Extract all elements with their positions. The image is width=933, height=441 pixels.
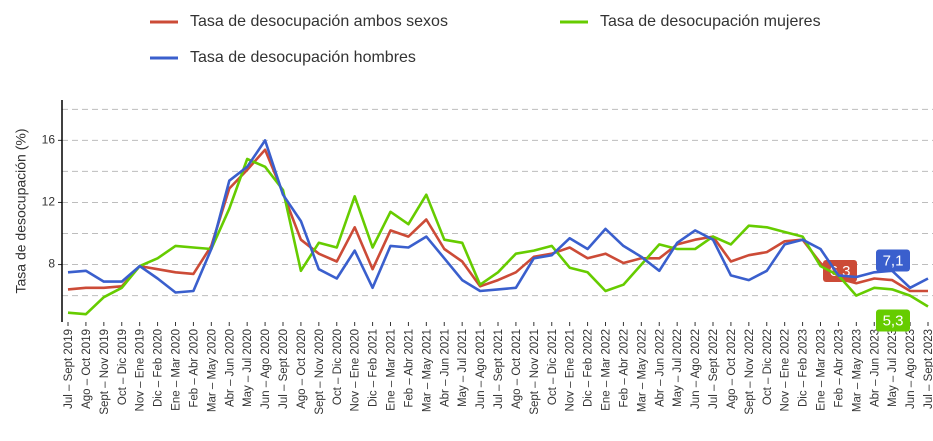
x-tick-label: Mar – May 2023 [851, 329, 863, 412]
x-tick-label: Ago – Oct 2022 [726, 329, 738, 409]
x-tick-label: Abr – Jun 2023 [869, 329, 881, 407]
line-series [67, 157, 929, 316]
x-tick-label: Mar – May 2022 [636, 329, 648, 412]
value-label: 5,3 [883, 312, 904, 329]
x-tick-label: Feb – Abr 2022 [618, 329, 630, 408]
value-label-box [876, 249, 910, 272]
x-tick-label: May – Jul 2021 [457, 329, 469, 407]
x-tick-label: Feb – Abr 2021 [403, 329, 415, 408]
x-tick-label: Ene – Mar 2020 [171, 329, 183, 411]
x-tick-label: Nov – Ene 2020 [350, 329, 362, 411]
x-tick-label: Sept – Nov 2019 [99, 329, 111, 415]
x-tick-label: May – Jul 2023 [887, 329, 899, 407]
x-tick-label: May – Jul 2020 [242, 329, 254, 407]
value-label-box [876, 309, 910, 332]
x-tick-label: Sept – Nov 2021 [529, 329, 541, 415]
y-tick-label: 8 [48, 257, 55, 271]
value-label: 7,1 [883, 253, 904, 270]
x-tick-label: Jun – Ago 2022 [690, 329, 702, 409]
x-tick-label: Ene – Mar 2021 [386, 329, 398, 411]
x-tick-label: Jul – Sept 2020 [278, 329, 290, 409]
x-tick-label: Nov – Ene 2019 [135, 329, 147, 411]
x-tick-label: Ago – Oct 2021 [511, 329, 523, 409]
x-tick-label: Jun – Ago 2020 [260, 329, 272, 409]
x-tick-label: Mar – May 2021 [421, 329, 433, 412]
x-tick-label: Dic – Feb 2021 [368, 329, 380, 407]
x-tick-label: Dic – Feb 2023 [798, 329, 810, 407]
x-tick-label: Jul – Sept 2019 [63, 329, 75, 409]
x-tick-label: Ene – Mar 2022 [601, 329, 613, 411]
x-tick-label: Jul – Sept 2023 [923, 329, 933, 409]
y-tick-label: 12 [42, 195, 56, 209]
y-axis-title: Tasa de desocupación (%) [13, 129, 29, 294]
x-tick-label: Sept – Nov 2020 [314, 329, 326, 415]
x-tick-label: May – Jul 2022 [672, 329, 684, 407]
line-series [67, 148, 928, 293]
x-tick-label: Abr – Jun 2022 [654, 329, 666, 407]
x-tick-label: Dic – Feb 2022 [583, 329, 595, 407]
x-tick-label: Ago – Oct 2020 [296, 329, 308, 409]
x-tick-label: Feb – Abr 2020 [188, 329, 200, 408]
x-tick-label: Dic – Feb 2020 [153, 329, 165, 407]
x-tick-label: Abr – Jun 2021 [439, 329, 451, 407]
x-tick-label: Jul – Sept 2021 [493, 329, 505, 409]
x-tick-label: Oct – Dic 2021 [547, 329, 559, 405]
x-tick-label: Oct – Dic 2020 [332, 329, 344, 405]
x-tick-label: Jul – Sept 2022 [708, 329, 720, 409]
legend-label: Tasa de desocupación mujeres [600, 13, 821, 30]
x-tick-label: Ago – Oct 2019 [81, 329, 93, 409]
y-tick-label: 16 [42, 133, 56, 147]
x-tick-label: Oct – Dic 2022 [762, 329, 774, 405]
x-tick-label: Oct – Dic 2019 [117, 329, 129, 405]
x-tick-label: Feb – Abr 2023 [833, 329, 845, 408]
x-tick-label: Jun – Ago 2023 [905, 329, 917, 409]
x-tick-label: Mar – May 2020 [206, 329, 218, 412]
x-tick-label: Abr – Jun 2020 [224, 329, 236, 407]
x-tick-label: Nov – Ene 2022 [780, 329, 792, 411]
x-tick-label: Ene – Mar 2023 [816, 329, 828, 411]
line-series [67, 139, 929, 294]
legend-label: Tasa de desocupación ambos sexos [190, 13, 448, 30]
x-tick-label: Jun – Ago 2021 [475, 329, 487, 409]
legend-label: Tasa de desocupación hombres [190, 49, 416, 66]
x-tick-label: Sept – Nov 2022 [744, 329, 756, 415]
x-tick-label: Nov – Ene 2021 [565, 329, 577, 411]
